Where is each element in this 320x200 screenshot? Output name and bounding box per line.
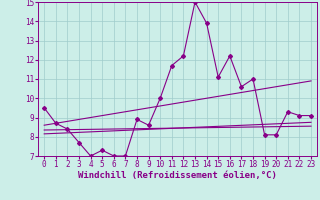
X-axis label: Windchill (Refroidissement éolien,°C): Windchill (Refroidissement éolien,°C) [78, 171, 277, 180]
